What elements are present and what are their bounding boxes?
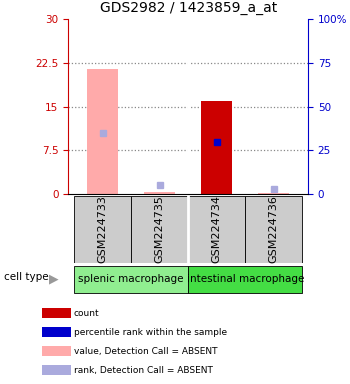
Bar [188,196,245,263]
Bar [42,308,71,318]
Text: GSM224733: GSM224733 [98,195,107,263]
Bar [144,192,175,194]
Text: GSM224736: GSM224736 [269,195,279,263]
Bar [188,266,302,293]
Bar [258,193,289,194]
Text: splenic macrophage: splenic macrophage [78,274,184,285]
Bar [42,327,71,337]
Text: count: count [74,309,99,318]
Bar [74,196,131,263]
Bar [87,69,118,194]
Text: GSM224734: GSM224734 [212,195,222,263]
Bar [245,196,302,263]
Text: intestinal macrophage: intestinal macrophage [187,274,304,285]
Title: GDS2982 / 1423859_a_at: GDS2982 / 1423859_a_at [99,2,277,15]
Bar [201,101,232,194]
Text: rank, Detection Call = ABSENT: rank, Detection Call = ABSENT [74,366,212,375]
Text: value, Detection Call = ABSENT: value, Detection Call = ABSENT [74,347,217,356]
Bar [42,365,71,376]
Text: percentile rank within the sample: percentile rank within the sample [74,328,227,337]
Text: GSM224735: GSM224735 [155,195,164,263]
Text: ▶: ▶ [49,273,59,286]
Bar [42,346,71,356]
Bar [131,196,188,263]
Text: cell type: cell type [4,272,48,283]
Bar [74,266,188,293]
